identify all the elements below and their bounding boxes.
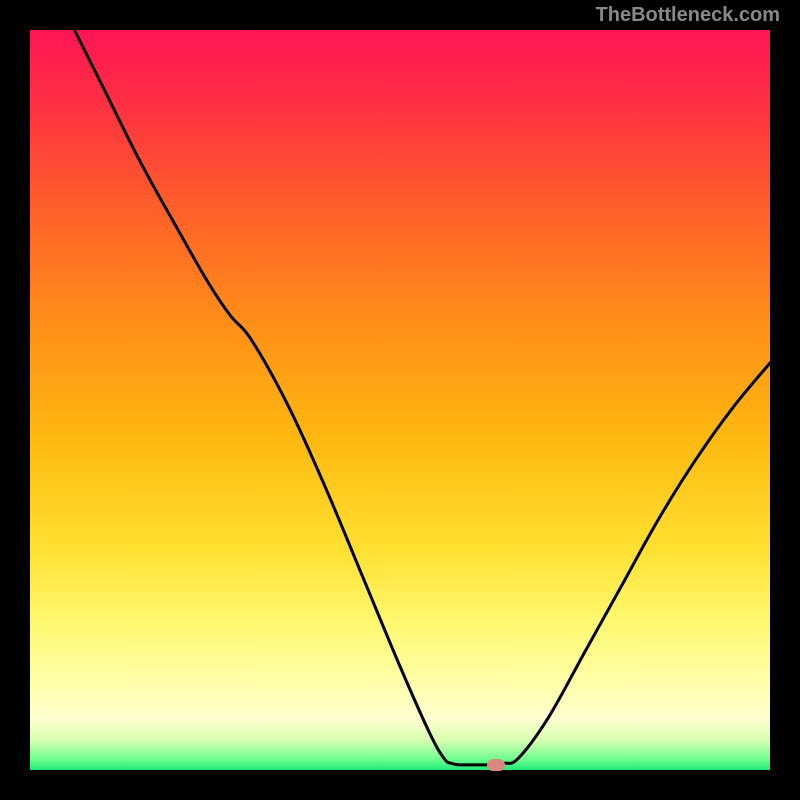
watermark-text: TheBottleneck.com bbox=[596, 4, 780, 27]
chart-svg bbox=[30, 30, 770, 770]
chart-plot-area bbox=[30, 30, 770, 770]
optimal-point-marker bbox=[487, 759, 505, 771]
chart-background bbox=[30, 30, 770, 770]
